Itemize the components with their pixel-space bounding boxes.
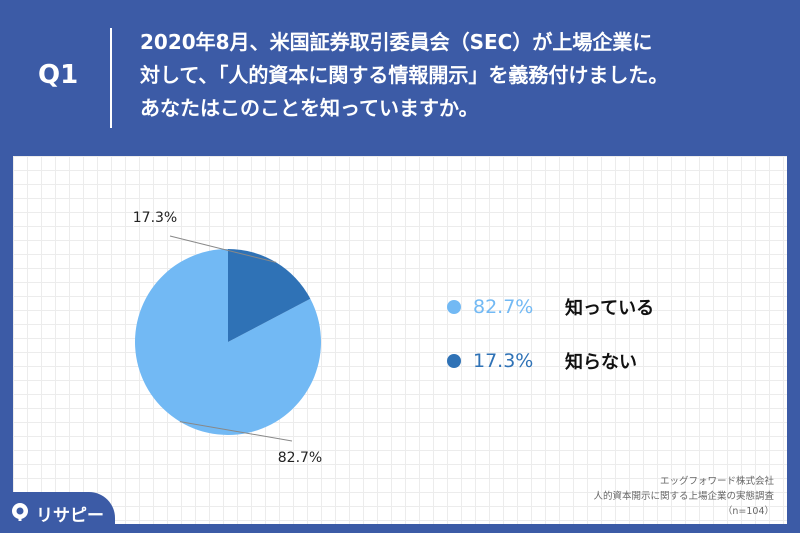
leader-line-0 bbox=[179, 421, 293, 442]
pie-slices bbox=[135, 249, 321, 435]
legend-dot-dont-know bbox=[447, 354, 461, 368]
source-survey: 人的資本開示に関する上場企業の実態調査 bbox=[593, 491, 774, 502]
source-note: エッグフォワード株式会社 人的資本開示に関する上場企業の実態調査 （n=104） bbox=[474, 474, 774, 519]
pie-slice-1 bbox=[228, 249, 311, 342]
legend-label-know: 知っている bbox=[565, 298, 655, 319]
question-line-3: あなたはこのことを知っていますか。 bbox=[140, 96, 479, 120]
chart-legend: 82.7% 知っている 17.3% 知らない bbox=[447, 293, 654, 401]
logo-text: リサピー bbox=[36, 506, 104, 526]
data-label-1: 17.3% bbox=[133, 210, 177, 226]
legend-percent-dont-know: 17.3% bbox=[473, 350, 534, 372]
brand-logo: リサピー bbox=[0, 492, 115, 533]
legend-item-know: 82.7% 知っている bbox=[447, 293, 654, 321]
legend-label-dont-know: 知らない bbox=[565, 352, 637, 373]
question-line-2: 対して、「人的資本に関する情報開示」を義務付けました。 bbox=[140, 63, 669, 87]
question-line-1: 2020年8月、米国証券取引委員会（SEC）が上場企業に bbox=[140, 30, 653, 54]
question-number: Q1 bbox=[38, 60, 79, 90]
question-text: 2020年8月、米国証券取引委員会（SEC）が上場企業に 対して、「人的資本に関… bbox=[140, 26, 780, 125]
header-divider bbox=[110, 28, 112, 128]
pie-labels: 82.7% 17.3% bbox=[133, 210, 322, 466]
legend-item-dont-know: 17.3% 知らない bbox=[447, 347, 654, 375]
legend-dot-know bbox=[447, 300, 461, 314]
header: Q1 2020年8月、米国証券取引委員会（SEC）が上場企業に 対して、「人的資… bbox=[0, 0, 800, 150]
source-sample-size: （n=104） bbox=[722, 506, 774, 517]
data-label-0: 82.7% bbox=[278, 450, 322, 466]
legend-percent-know: 82.7% bbox=[473, 296, 534, 318]
source-company: エッグフォワード株式会社 bbox=[659, 476, 774, 487]
logo-pin-icon bbox=[12, 503, 28, 521]
leader-line-1 bbox=[169, 235, 277, 263]
